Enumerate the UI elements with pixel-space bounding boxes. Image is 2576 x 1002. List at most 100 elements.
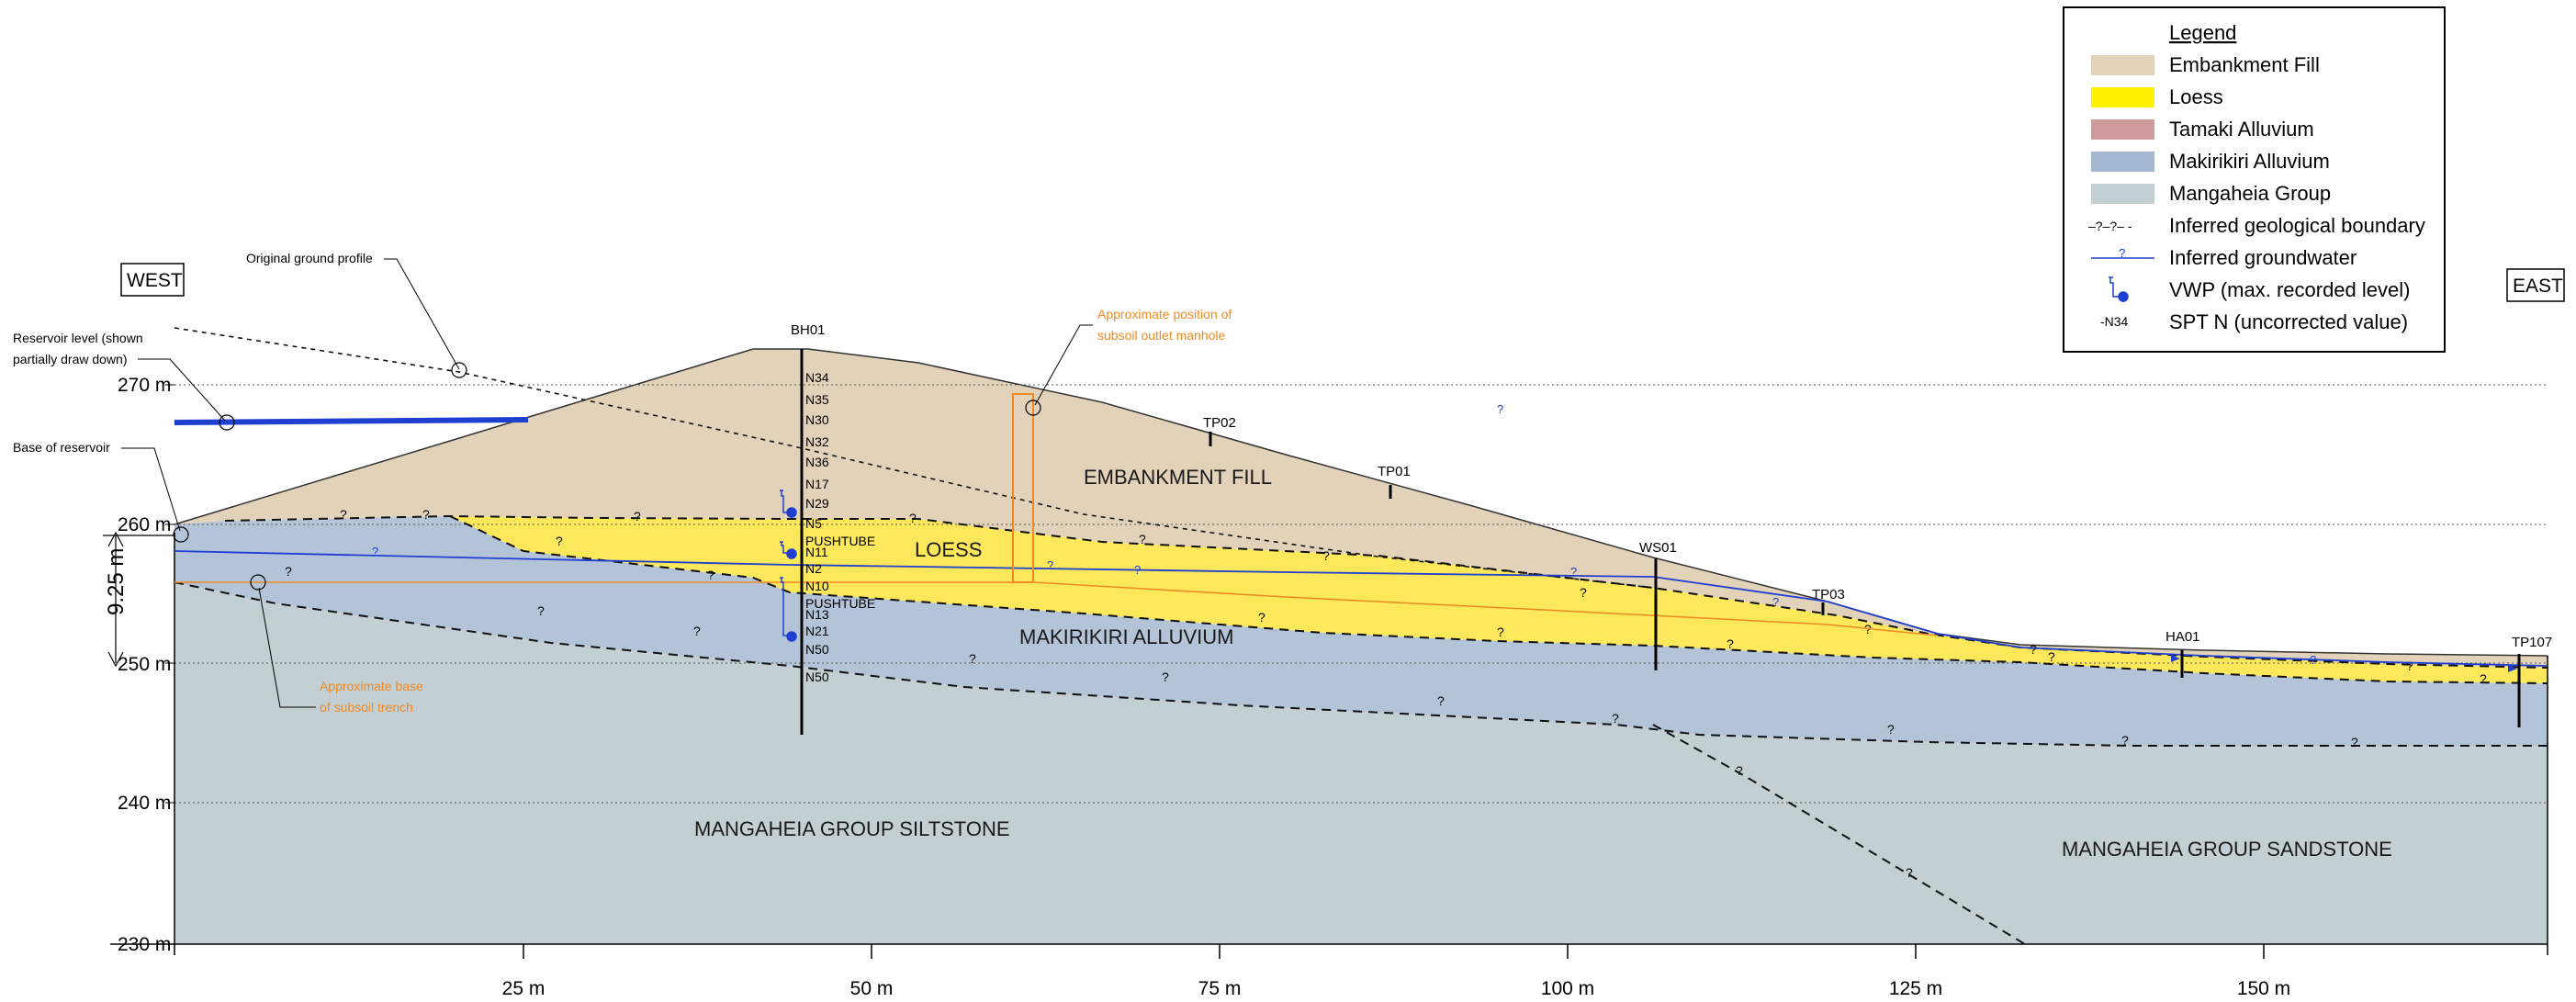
legend-swatch-embankment — [2091, 55, 2154, 75]
svg-text:Reservoir level (shown: Reservoir level (shown — [13, 331, 143, 345]
dist-label-100: 100 m — [1541, 978, 1594, 999]
unit-label-loess: LOESS — [915, 538, 982, 561]
elevation-ticks — [165, 384, 174, 945]
vwp-marker-3 — [780, 577, 791, 636]
svg-text:?: ? — [1612, 711, 1619, 726]
legend: Legend Embankment Fill Loess Tamaki Allu… — [2063, 6, 2446, 353]
legend-item-spt: SPT N (uncorrected value) — [2169, 310, 2408, 333]
legend-symbol-spt: -N34 — [2100, 314, 2129, 329]
legend-swatch-mangaheia — [2091, 184, 2154, 204]
svg-text:?: ? — [372, 545, 378, 558]
borehole-tp107: TP107 — [2512, 635, 2552, 727]
spt-value: N34 — [805, 370, 829, 385]
legend-item-loess: Loess — [2169, 85, 2223, 108]
legend-title: Legend — [2169, 21, 2236, 44]
boundary-makirikiri-mangaheia — [174, 581, 2548, 747]
svg-text:?: ? — [537, 603, 545, 618]
elev-label-260: 260 m — [118, 514, 171, 535]
west-label: WEST — [127, 270, 183, 291]
tp02-label: TP02 — [1203, 415, 1236, 431]
elev-label-240: 240 m — [118, 793, 171, 814]
reservoir-depth-label: 9.25 m — [104, 548, 129, 615]
borehole-tp03: TP03 — [1812, 587, 1845, 615]
reservoir-water-level — [174, 417, 529, 425]
elev-label-230: 230 m — [118, 934, 171, 955]
ha01-water-marker — [2171, 655, 2180, 662]
vwp-marker-1 — [780, 490, 791, 513]
svg-text:?: ? — [422, 507, 430, 522]
svg-text:?: ? — [634, 509, 641, 524]
svg-text:?: ? — [2121, 733, 2129, 748]
svg-text:of subsoil trench: of subsoil trench — [320, 700, 413, 715]
spt-value: N5 — [805, 516, 822, 531]
legend-item-makirikiri: Makirikiri Alluvium — [2169, 150, 2330, 173]
svg-text:?: ? — [1047, 558, 1053, 572]
unit-label-siltstone: MANGAHEIA GROUP SILTSTONE — [694, 817, 1010, 840]
svg-text:?: ? — [1580, 585, 1587, 600]
subsoil-outlet-manhole — [1012, 393, 1034, 583]
svg-text:Approximate base: Approximate base — [320, 679, 423, 693]
spt-value: N17 — [805, 477, 829, 491]
svg-text:?: ? — [1727, 636, 1734, 651]
vwp-marker-2-dot — [786, 548, 797, 559]
legend-item-embankment: Embankment Fill — [2169, 53, 2320, 76]
spt-value: N29 — [805, 496, 829, 511]
dist-label-50: 50 m — [850, 978, 894, 999]
svg-text:?: ? — [1258, 610, 1266, 625]
tp107-label: TP107 — [2512, 635, 2552, 650]
original-ground-profile — [174, 327, 1654, 589]
unit-label-sandstone: MANGAHEIA GROUP SANDSTONE — [2062, 838, 2392, 861]
borehole-bh01: BH01 — [791, 322, 826, 735]
svg-text:?: ? — [2406, 659, 2413, 673]
spt-value: N21 — [805, 624, 829, 638]
svg-text:?: ? — [285, 564, 292, 579]
svg-text:?: ? — [1322, 548, 1330, 563]
legend-item-tamaki: Tamaki Alluvium — [2169, 118, 2314, 141]
subsoil-outlet-pipe — [1032, 581, 1939, 636]
svg-text:?: ? — [556, 534, 563, 548]
legend-symbol-vwp — [2109, 276, 2129, 302]
svg-text:?: ? — [1736, 763, 1743, 778]
unit-makirikiri-fill — [174, 516, 2548, 746]
legend-swatch-makirikiri — [2091, 152, 2154, 172]
tp03-label: TP03 — [1812, 587, 1845, 602]
spt-value: N30 — [805, 412, 829, 427]
spt-values: N34 N35 N30 N32 N36 N17 N29 N5 PUSHTUBE … — [805, 370, 875, 684]
svg-text:?: ? — [2480, 671, 2487, 686]
vwp-marker-1-dot — [786, 507, 797, 518]
spt-value: N50 — [805, 642, 829, 657]
svg-text:partially draw down): partially draw down) — [13, 352, 128, 366]
unit-mangaheia-fill — [174, 582, 2548, 944]
elev-label-250: 250 m — [118, 654, 171, 675]
svg-text:?: ? — [2119, 246, 2125, 260]
svg-text:?: ? — [2351, 735, 2358, 749]
spt-value: N13 — [805, 607, 829, 622]
svg-text:?: ? — [1906, 865, 1913, 880]
spt-value: N35 — [805, 392, 829, 407]
inferred-groundwater-line — [174, 550, 2548, 667]
callout-trench: Approximate base of subsoil trench — [250, 574, 423, 715]
distance-ticks — [523, 944, 2265, 959]
svg-text:?: ? — [1437, 693, 1445, 708]
spt-value: PUSHTUBE — [805, 534, 875, 548]
svg-text:?: ? — [1497, 625, 1504, 639]
callout-base-of-reservoir: Base of reservoir — [13, 440, 189, 543]
spt-value: N11 — [805, 545, 828, 559]
legend-item-vwp: VWP (max. recorded level) — [2169, 278, 2410, 301]
svg-text:?: ? — [1570, 565, 1577, 579]
east-marker: EAST — [2506, 268, 2565, 302]
svg-text:?: ? — [1139, 532, 1146, 546]
svg-text:?: ? — [340, 507, 347, 522]
boundary-siltstone-sandstone — [1652, 724, 2026, 945]
spt-value: PUSHTUBE — [805, 596, 875, 611]
ws01-label: WS01 — [1639, 540, 1677, 556]
tp107-water-marker — [2508, 665, 2517, 672]
legend-symbol-boundary: –?–?– - — [2088, 219, 2132, 233]
borehole-tp02: TP02 — [1203, 415, 1236, 446]
ha01-label: HA01 — [2165, 629, 2200, 645]
ground-surface-line — [174, 348, 2548, 657]
borehole-tp01: TP01 — [1378, 464, 1411, 499]
callout-original-ground-text: Original ground profile — [246, 251, 373, 265]
svg-text:?: ? — [707, 568, 714, 582]
